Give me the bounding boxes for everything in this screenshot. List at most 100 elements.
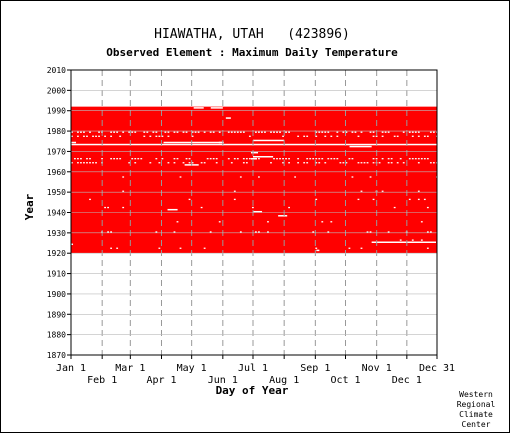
missing-data-mark (399, 158, 402, 160)
x-tick-label: Jun 1 (208, 375, 238, 386)
missing-data-mark (351, 176, 354, 178)
missing-data-mark (252, 210, 263, 213)
missing-data-mark (248, 158, 251, 160)
missing-data-mark (360, 162, 363, 164)
missing-data-mark (399, 239, 402, 241)
missing-data-mark (146, 131, 149, 133)
missing-data-mark (288, 206, 290, 209)
missing-data-mark (218, 221, 221, 223)
missing-data-mark (225, 117, 231, 119)
missing-data-mark (372, 158, 375, 160)
missing-data-mark (215, 162, 218, 164)
missing-data-mark (369, 176, 372, 178)
missing-data-mark (270, 131, 272, 133)
missing-data-mark (158, 135, 161, 137)
missing-data-mark (104, 135, 106, 137)
missing-data-mark (285, 131, 287, 133)
missing-data-mark (193, 107, 204, 109)
missing-data-mark (309, 158, 312, 160)
y-axis-label: Year (23, 193, 36, 220)
missing-data-mark (371, 241, 436, 243)
missing-data-mark (116, 158, 119, 160)
missing-data-mark (303, 135, 306, 137)
missing-data-mark (122, 176, 125, 178)
missing-data-mark (200, 162, 203, 164)
missing-data-mark (381, 158, 384, 160)
missing-data-mark (140, 158, 143, 160)
missing-data-mark (86, 162, 88, 164)
missing-data-mark (227, 158, 230, 160)
missing-data-mark (80, 158, 82, 160)
missing-data-mark (167, 131, 170, 133)
missing-data-mark (279, 158, 281, 160)
missing-data-mark (252, 156, 274, 158)
missing-data-mark (402, 162, 405, 164)
y-tick-label: 2010 (47, 66, 66, 75)
missing-data-mark (134, 162, 137, 164)
missing-data-mark (390, 162, 393, 164)
missing-data-mark (375, 135, 378, 137)
missing-data-mark (396, 162, 399, 164)
missing-data-mark (158, 162, 161, 164)
missing-data-mark (143, 135, 146, 137)
x-tick-label: Nov 1 (362, 363, 392, 374)
missing-data-mark (212, 131, 215, 133)
missing-data-mark (357, 162, 360, 164)
missing-data-mark (107, 231, 109, 233)
missing-data-mark (411, 131, 414, 133)
missing-data-mark (318, 162, 321, 164)
missing-data-mark (303, 162, 306, 164)
chart-title: HIAWATHA, UTAH (423896) (154, 27, 350, 42)
missing-data-mark (110, 247, 113, 249)
missing-data-mark (104, 206, 106, 209)
missing-data-mark (119, 158, 122, 160)
missing-data-mark (417, 135, 420, 137)
missing-data-mark (333, 158, 336, 160)
missing-data-mark (173, 231, 176, 233)
missing-data-mark (233, 158, 236, 160)
missing-data-mark (276, 131, 278, 133)
missing-data-mark (258, 158, 260, 160)
missing-data-mark (116, 247, 119, 249)
missing-data-mark (324, 162, 327, 164)
missing-data-mark (182, 162, 185, 164)
missing-data-mark (71, 143, 437, 146)
y-tick-label: 1960 (47, 168, 66, 177)
missing-data-mark (267, 221, 269, 223)
y-tick-label: 1890 (47, 310, 66, 319)
missing-data-mark (393, 206, 396, 209)
missing-data-mark (366, 162, 369, 164)
y-tick-label: 2000 (47, 86, 66, 95)
missing-data-mark (185, 158, 188, 160)
x-axis-label: Day of Year (216, 384, 289, 397)
missing-data-mark (414, 158, 417, 160)
missing-data-mark (255, 131, 257, 133)
missing-data-mark (315, 131, 318, 133)
missing-data-mark (251, 158, 254, 160)
missing-data-mark (351, 131, 354, 133)
x-tick-label: Oct 1 (330, 375, 360, 386)
missing-data-mark (252, 139, 285, 142)
missing-data-mark (188, 162, 191, 164)
missing-data-mark (176, 221, 179, 223)
missing-data-mark (316, 249, 320, 252)
missing-data-mark (315, 135, 318, 137)
missing-data-mark (179, 176, 182, 178)
missing-data-mark (267, 231, 269, 233)
missing-data-mark (236, 131, 239, 133)
missing-data-mark (306, 158, 309, 160)
missing-data-mark (282, 135, 284, 137)
missing-data-mark (387, 162, 390, 164)
missing-data-mark (149, 135, 152, 137)
missing-data-mark (155, 158, 158, 160)
missing-data-mark (417, 131, 420, 133)
missing-data-mark (230, 131, 233, 133)
missing-data-mark (167, 162, 170, 164)
missing-data-mark (122, 190, 125, 192)
missing-data-mark (426, 158, 429, 160)
missing-data-mark (119, 135, 122, 137)
missing-data-mark (381, 190, 384, 192)
missing-data-mark (185, 131, 188, 133)
chart-subtitle: Observed Element : Maximum Daily Tempera… (106, 46, 398, 59)
missing-data-mark (426, 206, 429, 209)
